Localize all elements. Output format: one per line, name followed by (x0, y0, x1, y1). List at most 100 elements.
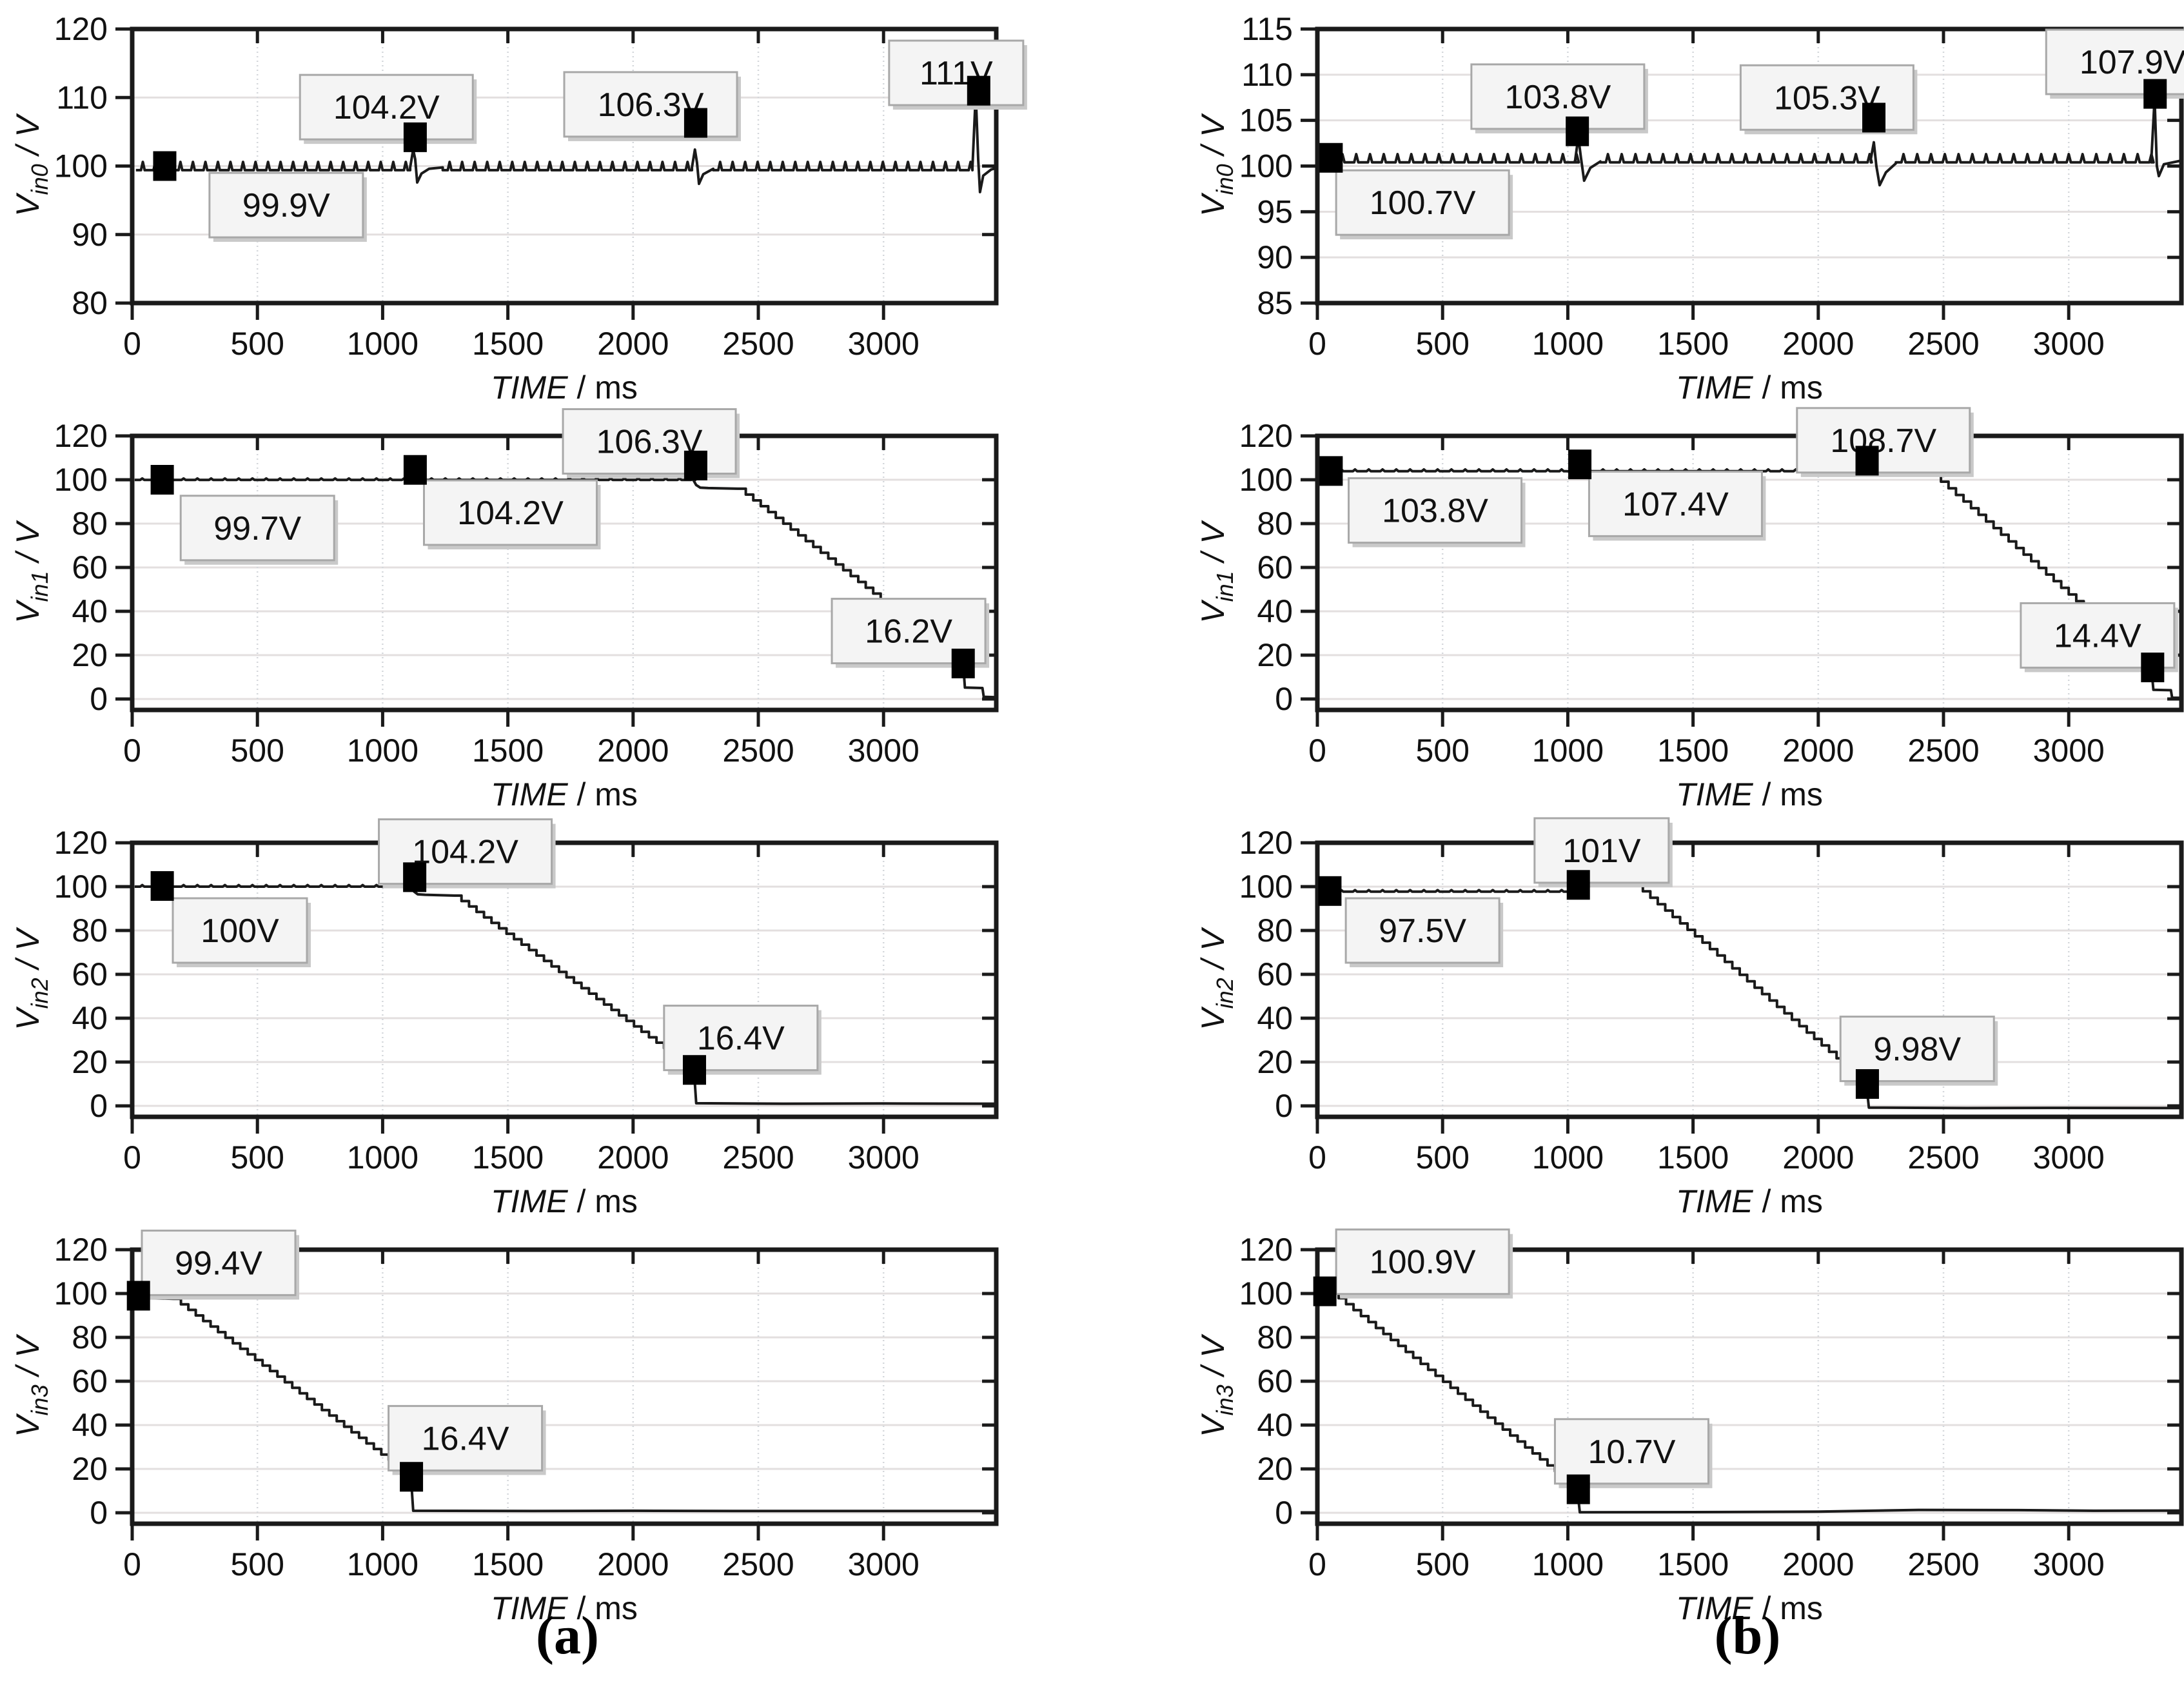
gridlines (132, 843, 996, 1117)
annotation-box (141, 1229, 297, 1296)
annotation-value: 100V (201, 912, 279, 950)
svg-text:0: 0 (90, 1495, 108, 1531)
chart-vin3-b: 0 500 1000 1500 2000 2500 3000 0 20 40 60 80 100 120 T… (1185, 1221, 2184, 1628)
svg-text:1000: 1000 (347, 1546, 418, 1582)
svg-text:0: 0 (1275, 1088, 1293, 1124)
annotation-value: 107.9V (2080, 44, 2184, 81)
svg-text:120: 120 (1239, 418, 1293, 454)
svg-text:100: 100 (54, 1275, 108, 1312)
annotation-box (299, 74, 474, 141)
annotations: 103.8V 107.4V 108.7V 14.4V (1319, 407, 2178, 683)
svg-text:60: 60 (72, 1363, 108, 1399)
data-point-marker (684, 450, 707, 480)
data-point-marker (1566, 116, 1589, 146)
svg-text:0: 0 (123, 326, 141, 362)
x-axis-label: TIME / ms (491, 369, 638, 406)
data-point-marker (1566, 870, 1590, 900)
annotation-value: 16.4V (422, 1420, 509, 1457)
chart-vin0-b: 0 500 1000 1500 2000 2500 3000 85 90 95 100 105 110 1… (1185, 0, 2184, 407)
data-point-marker (153, 151, 177, 181)
svg-text:500: 500 (1415, 1139, 1469, 1176)
tick-labels: 0 500 1000 1500 2000 2500 3000 0 20 40 60 80 100 120 (54, 418, 920, 769)
chart-svg: 0 500 1000 1500 2000 2500 3000 0 20 40 60 80 100 120 T… (1195, 1228, 2184, 1626)
annotation-box (1470, 63, 1646, 130)
svg-text:3000: 3000 (2033, 326, 2105, 362)
data-point-marker (126, 1281, 150, 1311)
annotation-box (208, 172, 364, 239)
y-axis-label: Vin3 / V (1195, 1334, 1238, 1437)
chart-vin1-b: 0 500 1000 1500 2000 2500 3000 0 20 40 60 80 100 120 T… (1185, 407, 2184, 814)
annotation-box (1335, 1228, 1510, 1295)
annotation-value: 103.8V (1504, 79, 1611, 116)
data-point-marker (682, 1055, 706, 1085)
svg-text:40: 40 (72, 1000, 108, 1036)
svg-text:2500: 2500 (722, 1139, 794, 1176)
y-axis-label: Vin0 / V (10, 113, 53, 217)
annotation-value: 104.2V (457, 495, 564, 532)
annotation-value: 100.7V (1370, 184, 1476, 222)
data-point-marker (967, 75, 990, 106)
svg-text:80: 80 (72, 912, 108, 949)
tick-labels: 0 500 1000 1500 2000 2500 3000 0 20 40 60 80 100 120 (54, 1232, 920, 1582)
svg-text:3000: 3000 (2033, 1546, 2105, 1582)
svg-text:60: 60 (72, 956, 108, 992)
svg-text:120: 120 (1239, 1232, 1293, 1268)
svg-text:0: 0 (90, 1088, 108, 1124)
axes-box (130, 433, 999, 713)
x-axis-label: TIME / ms (491, 1590, 638, 1626)
svg-text:120: 120 (54, 11, 108, 47)
data-point-marker (1319, 143, 1343, 173)
svg-text:2500: 2500 (1907, 733, 1979, 769)
y-axis-label: Vin2 / V (1195, 927, 1238, 1030)
svg-text:85: 85 (1257, 285, 1293, 321)
svg-text:60: 60 (72, 549, 108, 586)
svg-text:3000: 3000 (848, 326, 920, 362)
annotation-value: 9.98V (1873, 1031, 1961, 1068)
svg-text:0: 0 (1275, 681, 1293, 717)
annotations: 97.5V 101V 9.98V (1318, 817, 1998, 1099)
svg-text:80: 80 (72, 285, 108, 321)
data-point-marker (1855, 1069, 1879, 1099)
annotation-value: 101V (1562, 832, 1641, 870)
chart-svg: 0 500 1000 1500 2000 2500 3000 80 90 100 110 120 TIM… (10, 11, 1027, 406)
svg-text:1500: 1500 (472, 1546, 544, 1582)
tick-marks (1301, 1248, 2181, 1540)
annotation-box (1553, 1418, 1709, 1485)
annotation-box (1533, 817, 1670, 884)
chart-svg: 0 500 1000 1500 2000 2500 3000 0 20 40 60 80 100 120 T… (10, 408, 999, 812)
svg-text:90: 90 (1257, 239, 1293, 275)
svg-text:100: 100 (1239, 869, 1293, 905)
svg-text:0: 0 (1275, 1495, 1293, 1531)
svg-text:0: 0 (1308, 326, 1326, 362)
svg-text:40: 40 (1257, 593, 1293, 629)
subfigure-label-a: (a) (536, 1606, 599, 1666)
annotation-box (172, 897, 308, 964)
svg-text:20: 20 (1257, 1451, 1293, 1487)
annotation-value: 103.8V (1382, 493, 1488, 530)
svg-text:1000: 1000 (1532, 733, 1604, 769)
svg-text:500: 500 (230, 1546, 284, 1582)
axes-box (1315, 840, 2184, 1119)
annotation-box (1588, 470, 1763, 537)
svg-text:1500: 1500 (1657, 326, 1729, 362)
annotation-value: 104.2V (333, 89, 440, 126)
annotation-box (1344, 897, 1500, 964)
x-axis-label: TIME / ms (1676, 1590, 1823, 1626)
data-point-marker (400, 1462, 424, 1492)
annotation-value: 97.5V (1379, 912, 1466, 950)
annotation-value: 16.2V (865, 613, 952, 651)
svg-text:100: 100 (54, 869, 108, 905)
annotation-box (1348, 477, 1523, 544)
axes-box (1315, 1247, 2184, 1526)
tick-labels: 0 500 1000 1500 2000 2500 3000 0 20 40 60 80 100 120 (1239, 825, 2105, 1176)
data-point-marker (2141, 653, 2165, 683)
chart-vin3-a: 0 500 1000 1500 2000 2500 3000 0 20 40 60 80 100 120 T… (0, 1221, 1045, 1628)
svg-text:500: 500 (230, 1139, 284, 1176)
svg-text:120: 120 (54, 825, 108, 861)
svg-text:40: 40 (72, 1407, 108, 1443)
svg-text:80: 80 (1257, 1319, 1293, 1355)
axes-box (1315, 433, 2184, 713)
svg-text:60: 60 (1257, 549, 1293, 586)
